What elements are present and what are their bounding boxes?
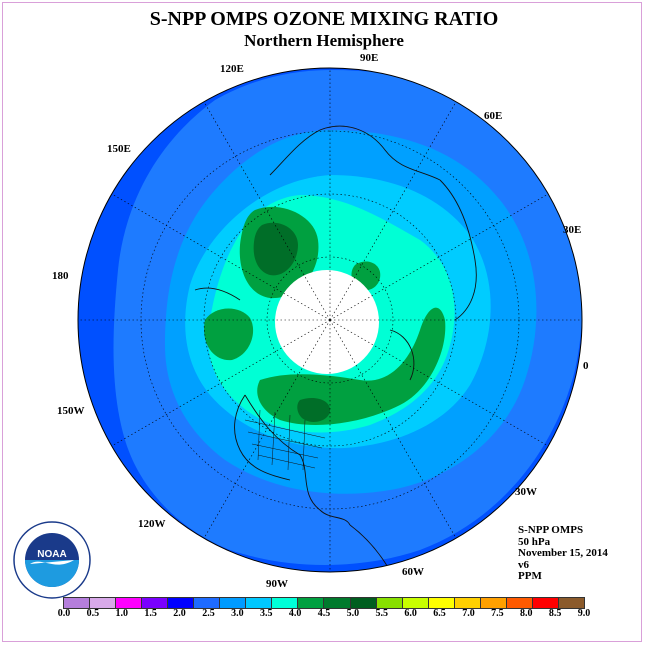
colorbar: [63, 597, 585, 609]
info-units: PPM: [518, 570, 542, 582]
colorbar-swatch: [402, 598, 429, 608]
colorbar-tick-label: 3.5: [259, 608, 273, 619]
colorbar-tick-label: 2.0: [173, 608, 186, 619]
longitude-label: 30W: [515, 486, 537, 498]
longitude-label: 0: [583, 360, 589, 372]
longitude-label: 120E: [220, 63, 244, 75]
longitude-label: 120W: [138, 518, 166, 530]
contour-4.5-atlantic: [257, 307, 446, 425]
colorbar-swatch: [142, 598, 169, 608]
colorbar-tick-label: 1.5: [144, 608, 157, 619]
longitude-label: 150E: [107, 143, 131, 155]
info-instrument: S-NPP OMPS: [518, 524, 584, 536]
colorbar-swatch: [64, 598, 91, 608]
colorbar-swatch: [168, 598, 195, 608]
colorbar-swatch: [298, 598, 325, 608]
colorbar-tick-label: 8.5: [548, 608, 562, 619]
colorbar-tick-label: 0.0: [57, 608, 71, 619]
colorbar-tick-label: 6.0: [404, 608, 417, 619]
longitude-label: 90W: [266, 578, 288, 590]
colorbar-tick-label: 0.5: [86, 608, 100, 619]
colorbar-swatch: [350, 598, 377, 608]
coastlines: [194, 125, 477, 572]
state-grid: [244, 409, 326, 471]
noaa-logo: NOAA: [13, 521, 91, 599]
colorbar-swatch: [532, 598, 559, 608]
contour-4.5-alaska: [204, 308, 254, 361]
colorbar-tick-label: 5.0: [346, 608, 360, 619]
colorbar-tick-label: 3.0: [231, 608, 244, 619]
contour-5.0-atlantic: [297, 398, 330, 422]
colorbar-swatch: [428, 598, 455, 608]
longitude-label: 150W: [57, 405, 85, 417]
colorbar-tick-label: 6.5: [433, 608, 446, 619]
colorbar-tick-label: 9.0: [577, 608, 591, 619]
noaa-logo-text: NOAA: [37, 549, 66, 560]
colorbar-swatch: [246, 598, 273, 608]
info-pressure: 50 hPa: [518, 535, 551, 548]
map-boundary: [77, 67, 583, 573]
polar-night-no-data: [275, 270, 379, 374]
colorbar-tick-label: 7.5: [491, 608, 504, 619]
colorbar-swatch: [324, 598, 351, 608]
contour-5.0-pacific: [253, 222, 298, 276]
colorbar-swatch: [220, 598, 247, 608]
colorbar-swatch: [272, 598, 299, 608]
longitude-label: 90E: [360, 52, 379, 64]
colorbar-swatch: [506, 598, 533, 608]
info-version: v6: [518, 558, 529, 571]
map-title: S-NPP OMPS OZONE MIXING RATIO: [149, 8, 499, 30]
colorbar-tick-label: 2.5: [202, 608, 215, 619]
colorbar-swatch: [90, 598, 117, 608]
colorbar-tick-label: 8.0: [519, 608, 533, 619]
colorbar-tick-label: 1.0: [115, 608, 129, 619]
colorbar-swatch: [480, 598, 507, 608]
colorbar-tick-label: 5.5: [375, 608, 389, 619]
colorbar-tick-label: 4.0: [288, 608, 302, 619]
longitude-label: 30E: [563, 224, 582, 236]
colorbar-tick-label: 4.5: [317, 608, 331, 619]
figure-frame: [2, 2, 642, 642]
colorbar-swatch: [558, 598, 584, 608]
colorbar-swatch: [376, 598, 403, 608]
colorbar-tick-label: 7.0: [462, 608, 475, 619]
colorbar-swatch: [194, 598, 221, 608]
info-date: November 15, 2014: [518, 547, 608, 559]
map-subtitle: Northern Hemisphere: [244, 31, 404, 50]
longitude-label: 180: [52, 270, 69, 282]
longitude-label: 60W: [402, 566, 424, 578]
longitude-label: 60E: [484, 110, 503, 122]
info-block: S-NPP OMPS 50 hPa November 15, 2014 v6 P…: [518, 524, 608, 583]
colorbar-swatch: [116, 598, 143, 608]
colorbar-swatch: [454, 598, 481, 608]
